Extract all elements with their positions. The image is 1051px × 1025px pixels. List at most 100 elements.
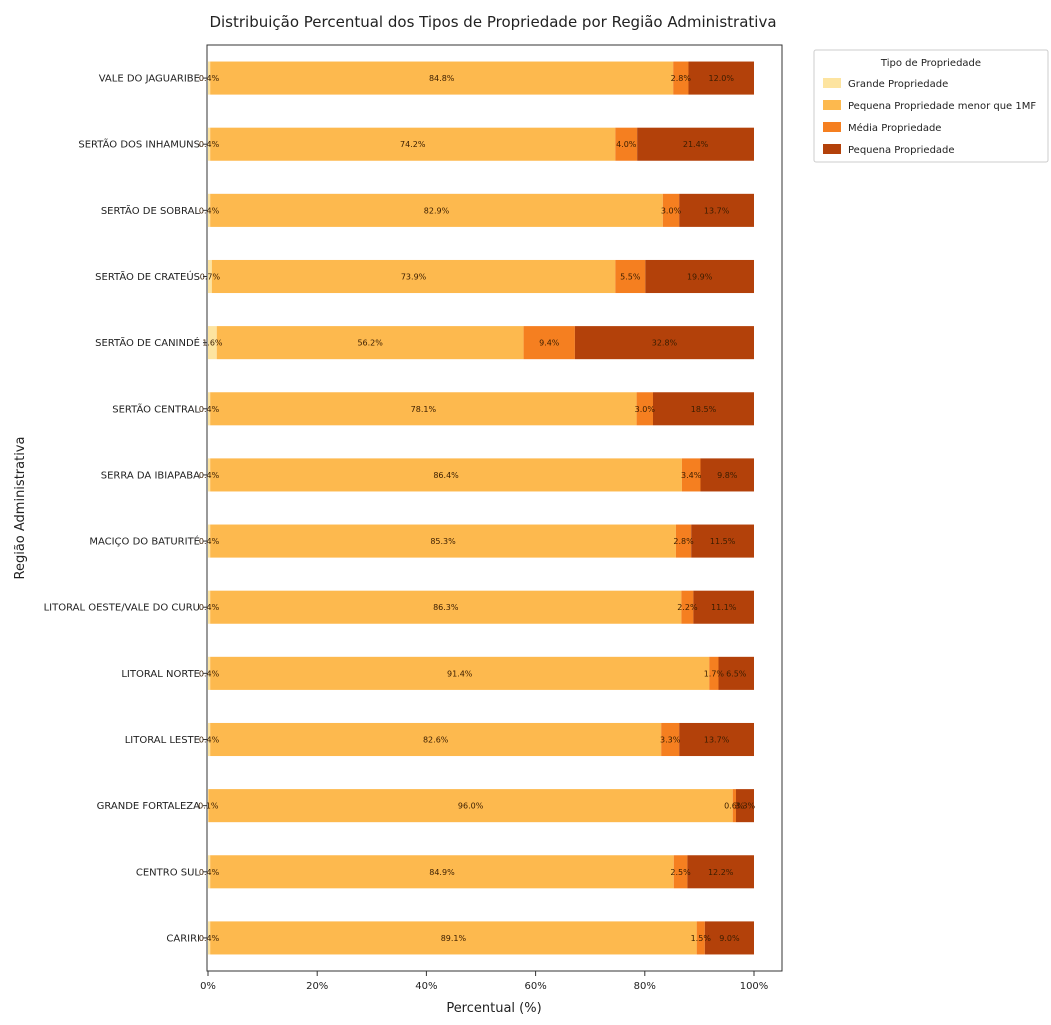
bar-data-label: 2.2% bbox=[677, 603, 698, 612]
bar-segment bbox=[574, 326, 754, 360]
bar-segment bbox=[210, 656, 710, 690]
bar-data-label: 74.2% bbox=[400, 140, 426, 149]
bar-segment bbox=[208, 722, 211, 757]
bar-data-label: 0.4% bbox=[199, 868, 220, 877]
bar-segment bbox=[615, 259, 646, 294]
x-axis-ticks: 0% 20% 40% 60% 80% 100% bbox=[200, 971, 768, 992]
bar-data-label: 18.5% bbox=[691, 405, 717, 414]
bar-segment bbox=[210, 722, 662, 757]
y-tick-label: SERTÃO DE CRATEÚS bbox=[95, 270, 200, 283]
bar-data-label: 19.9% bbox=[687, 273, 713, 282]
bar-data-label: 84.8% bbox=[429, 74, 455, 83]
y-tick-label: SERRA DA IBIAPABA bbox=[101, 470, 200, 481]
legend-item-label: Pequena Propriedade bbox=[848, 145, 955, 156]
y-axis-ticks: VALE DO JAGUARIBE SERTÃO DOS INHAMUNS SERT… bbox=[44, 74, 207, 944]
bar-data-label: 86.3% bbox=[433, 603, 459, 612]
bar-segment bbox=[210, 193, 663, 227]
bar-segment bbox=[704, 921, 754, 955]
bar-segment bbox=[208, 458, 211, 492]
bar-segment bbox=[662, 193, 680, 227]
bar-data-label: 0.4% bbox=[199, 537, 220, 546]
y-tick-label: SERTÃO CENTRAL bbox=[112, 402, 200, 415]
bar-segment bbox=[208, 193, 211, 227]
bar-data-label: 11.5% bbox=[710, 537, 736, 546]
bar-data-label: 21.4% bbox=[683, 140, 709, 149]
bar-segment bbox=[675, 524, 692, 558]
bar-data-label: 13.7% bbox=[704, 206, 730, 215]
bar-data-label: 13.7% bbox=[704, 736, 730, 745]
bar-segment bbox=[700, 458, 754, 492]
bar-data-label: 96.0% bbox=[458, 802, 484, 811]
y-tick-label: LITORAL LESTE bbox=[125, 735, 200, 746]
bar-segment bbox=[681, 590, 694, 624]
y-tick-label: VALE DO JAGUARIBE bbox=[99, 74, 200, 85]
bar-segment bbox=[208, 789, 733, 823]
bar-segment bbox=[208, 855, 211, 889]
x-tick-label: 80% bbox=[634, 981, 656, 992]
x-tick-label: 0% bbox=[200, 981, 216, 992]
bar-data-label: 0.4% bbox=[199, 74, 220, 83]
legend-item-label: Grande Propriedade bbox=[848, 79, 948, 90]
bar-data-label: 0.4% bbox=[199, 140, 220, 149]
bar-data-label: 82.6% bbox=[423, 736, 449, 745]
bar-data-label: 0.4% bbox=[199, 669, 220, 678]
bar-data-label: 6.5% bbox=[726, 669, 747, 678]
bar-segment bbox=[693, 590, 754, 624]
bar-data-label: 0.4% bbox=[199, 405, 220, 414]
bar-segment bbox=[208, 921, 211, 955]
bar-data-label: 1.6% bbox=[202, 339, 223, 348]
bar-data-label: 9.0% bbox=[719, 934, 740, 943]
bar-segment bbox=[210, 61, 674, 95]
bar-segment bbox=[645, 259, 754, 294]
bars-group bbox=[208, 61, 754, 955]
bar-segment bbox=[691, 524, 754, 558]
bar-segment bbox=[208, 61, 211, 95]
bar-segment bbox=[661, 722, 680, 757]
bar-data-label: 0.4% bbox=[199, 603, 220, 612]
y-tick-label: SERTÃO DE CANINDÉ bbox=[95, 336, 200, 349]
y-tick-label: LITORAL NORTE bbox=[121, 669, 200, 680]
bar-segment bbox=[673, 61, 689, 95]
bar-segment bbox=[732, 789, 736, 823]
bar-data-label: 3.3% bbox=[660, 736, 681, 745]
bar-segment bbox=[208, 590, 211, 624]
bar-segment bbox=[673, 855, 688, 889]
x-tick-label: 100% bbox=[740, 981, 769, 992]
bar-data-label: 3.4% bbox=[681, 471, 702, 480]
bar-segment bbox=[718, 656, 754, 690]
bar-data-label: 3.0% bbox=[635, 405, 656, 414]
x-tick-label: 20% bbox=[306, 981, 328, 992]
bar-segment bbox=[615, 127, 638, 161]
legend-swatch bbox=[823, 144, 841, 154]
y-tick-label: CARIRI bbox=[166, 933, 200, 944]
y-tick-label: SERTÃO DE SOBRAL bbox=[101, 204, 201, 217]
x-tick-label: 60% bbox=[524, 981, 546, 992]
bar-segment bbox=[208, 656, 211, 690]
bar-segment bbox=[696, 921, 705, 955]
bar-data-label: 12.0% bbox=[709, 74, 735, 83]
bar-segment bbox=[210, 921, 697, 955]
bar-data-label: 0.4% bbox=[199, 934, 220, 943]
bar-data-label: 56.2% bbox=[357, 339, 383, 348]
bar-segment bbox=[210, 855, 674, 889]
bar-segment bbox=[208, 127, 211, 161]
bar-segment bbox=[210, 127, 616, 161]
x-tick-label: 40% bbox=[415, 981, 437, 992]
legend-title: Tipo de Propriedade bbox=[880, 58, 981, 69]
bar-data-label: 3.3% bbox=[735, 802, 756, 811]
bar-data-label: 1.5% bbox=[691, 934, 712, 943]
bar-segment bbox=[210, 524, 676, 558]
bar-segment bbox=[637, 127, 754, 161]
bar-data-label: 0.4% bbox=[199, 736, 220, 745]
bar-segment bbox=[735, 789, 754, 823]
legend-item-label: Média Propriedade bbox=[848, 122, 941, 134]
bar-data-label: 4.0% bbox=[616, 140, 637, 149]
bar-data-label: 78.1% bbox=[411, 405, 437, 414]
bar-data-label: 2.8% bbox=[673, 537, 694, 546]
x-axis-title: Percentual (%) bbox=[446, 1001, 541, 1016]
y-tick-label: GRANDE FORTALEZA bbox=[97, 801, 201, 812]
bar-data-label: 82.9% bbox=[424, 206, 450, 215]
bar-segment bbox=[687, 855, 754, 889]
legend-swatch bbox=[823, 122, 841, 132]
